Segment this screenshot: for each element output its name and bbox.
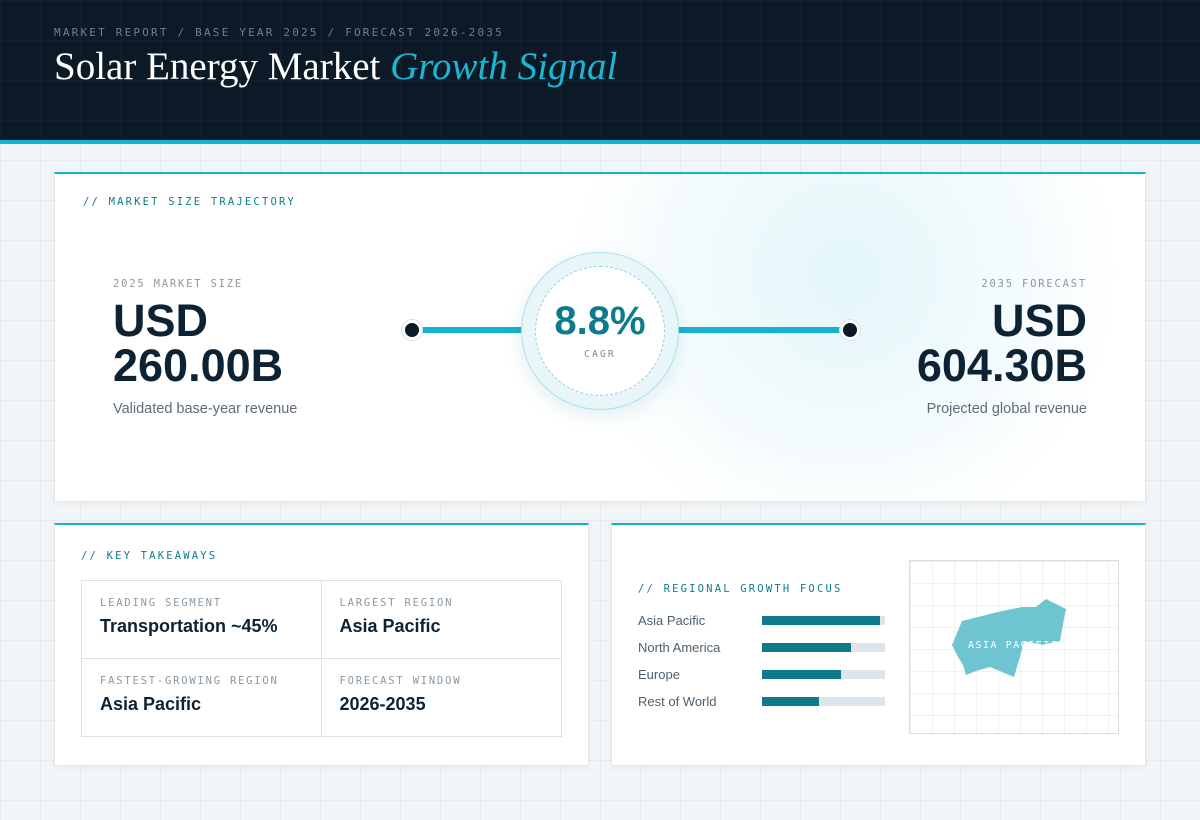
- trajectory-line-left: [415, 327, 525, 333]
- region-bar-track: [762, 643, 885, 652]
- region-map: ASIA PACIFIC: [909, 560, 1119, 734]
- asia-pacific-region-shape: [952, 599, 1066, 677]
- takeaway-cell: FASTEST-GROWING REGION Asia Pacific: [82, 658, 322, 736]
- report-eyebrow: MARKET REPORT / BASE YEAR 2025 / FORECAS…: [54, 26, 504, 39]
- start-metric-label: 2025 MARKET SIZE: [113, 278, 243, 290]
- trajectory-section-label: // MARKET SIZE TRAJECTORY: [83, 196, 297, 208]
- end-metric-label: 2035 FORECAST: [981, 278, 1087, 290]
- region-name: Europe: [638, 667, 680, 682]
- takeaway-value: Asia Pacific: [339, 616, 441, 636]
- region-bar-fill: [762, 616, 881, 625]
- region-bar-track: [762, 616, 885, 625]
- title-accent: Growth Signal: [390, 45, 618, 88]
- market-size-trajectory-card: // MARKET SIZE TRAJECTORY 2025 MARKET SI…: [54, 172, 1146, 502]
- takeaway-value: Transportation ~45%: [100, 616, 278, 636]
- takeaway-value: Asia Pacific: [100, 693, 202, 714]
- cagr-inner-circle: 8.8% CAGR: [535, 266, 665, 396]
- region-name: Rest of World: [638, 694, 717, 709]
- end-metric: 2035 FORECAST USD 604.30B Projected glob…: [917, 278, 1087, 417]
- takeaway-label: LEADING SEGMENT: [100, 597, 222, 609]
- region-bar-track: [762, 697, 885, 706]
- region-bar-fill: [762, 697, 819, 706]
- region-bar-track: [762, 670, 885, 679]
- trajectory-line-right: [665, 327, 845, 333]
- takeaway-cell: LEADING SEGMENT Transportation ~45%: [82, 581, 322, 659]
- regional-section-label: // REGIONAL GROWTH FOCUS: [638, 583, 843, 595]
- region-row: Rest of World: [638, 694, 886, 710]
- takeaway-label: FASTEST-GROWING REGION: [100, 674, 279, 687]
- region-row: North America: [638, 640, 886, 656]
- cagr-value: 8.8%: [554, 299, 646, 343]
- cagr-label: CAGR: [584, 349, 616, 360]
- takeaway-label: FORECAST WINDOW: [339, 674, 462, 687]
- takeaway-cell: LARGEST REGION Asia Pacific: [321, 581, 561, 659]
- region-row: Asia Pacific: [638, 613, 886, 629]
- cagr-badge: 8.8% CAGR: [521, 252, 679, 410]
- region-bar-fill: [762, 670, 841, 679]
- region-row: Europe: [638, 667, 886, 683]
- takeaways-grid: LEADING SEGMENT Transportation ~45% LARG…: [81, 580, 562, 737]
- region-bar-fill: [762, 643, 851, 652]
- end-metric-caption: Projected global revenue: [926, 401, 1087, 417]
- title-main: Solar Energy Market: [54, 45, 381, 88]
- takeaway-cell: FORECAST WINDOW 2026-2035: [322, 659, 562, 737]
- end-metric-value: USD 604.30B: [916, 295, 1087, 391]
- asia-pacific-map-shape: [952, 599, 1066, 677]
- start-metric-value: USD 260.00B: [113, 295, 284, 391]
- region-name: Asia Pacific: [638, 613, 706, 628]
- report-header: MARKET REPORT / BASE YEAR 2025 / FORECAS…: [0, 0, 1200, 144]
- takeaway-value: 2026-2035: [339, 693, 426, 714]
- start-dot: [402, 320, 422, 340]
- end-dot: [840, 320, 860, 340]
- start-metric-caption: Validated base-year revenue: [113, 401, 298, 417]
- page-title: Solar Energy Market Growth Signal: [54, 44, 617, 89]
- takeaway-label: LARGEST REGION: [339, 597, 454, 609]
- takeaways-section-label: // KEY TAKEAWAYS: [81, 550, 218, 562]
- start-metric: 2025 MARKET SIZE USD 260.00B Validated b…: [113, 278, 297, 417]
- region-name: North America: [638, 640, 721, 655]
- key-takeaways-card: // KEY TAKEAWAYS LEADING SEGMENT Transpo…: [54, 523, 589, 766]
- regional-growth-card: // REGIONAL GROWTH FOCUS Asia Pacific No…: [611, 523, 1146, 766]
- map-region-label: ASIA PACIFIC: [968, 640, 1059, 651]
